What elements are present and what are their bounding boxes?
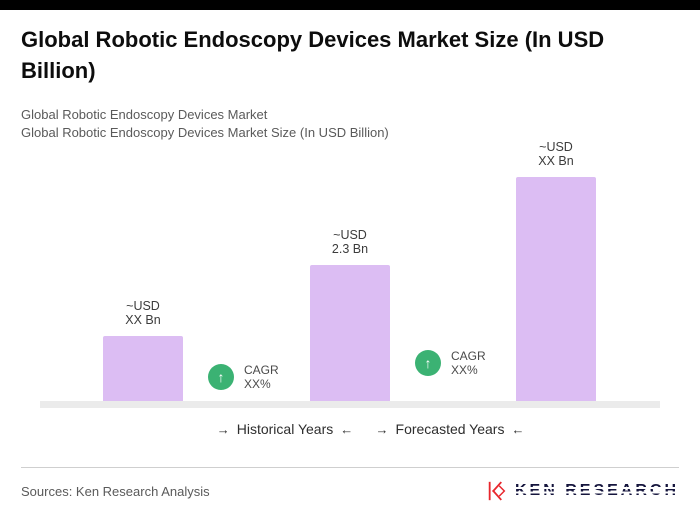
cagr-text-line1: CAGR: [244, 363, 279, 378]
bar-value-line2: XX Bn: [538, 154, 574, 169]
x-axis-annotations: → Historical Years ← → Forecasted Years …: [21, 421, 679, 443]
axis-label-text: Forecasted Years: [395, 421, 505, 438]
growth-up-arrow-icon: ↑: [208, 364, 234, 391]
ken-research-logo-icon: [488, 481, 506, 502]
axis-label-text: Historical Years: [236, 421, 334, 438]
right-arrow-icon: →: [375, 421, 389, 437]
cagr-text-line1: CAGR: [451, 349, 486, 364]
sources-text: Sources: Ken Research Analysis: [21, 483, 210, 499]
page-title: Global Robotic Endoscopy Devices Market …: [21, 27, 605, 84]
bar-historical: [103, 336, 183, 402]
ken-research-logo: KEN RESEARCH: [486, 480, 680, 502]
top-black-bar: [0, 0, 700, 10]
bar-value-line1: ~USD: [126, 299, 160, 314]
cagr-label: CAGR XX%: [244, 363, 279, 391]
report-page: Global Robotic Endoscopy Devices Market …: [0, 24, 700, 443]
bar-group-base-year: ~USD 2.3 Bn: [310, 228, 390, 402]
axis-label-forecasted-years: → Forecasted Years ←: [376, 421, 525, 437]
bar-base-year: [310, 265, 390, 402]
ken-research-logo-text: KEN RESEARCH: [514, 482, 680, 500]
bar-value-line1: ~USD: [539, 140, 573, 155]
bar-group-forecast: ~USD XX Bn: [516, 140, 596, 402]
up-arrow-glyph: ↑: [424, 355, 432, 372]
growth-up-arrow-icon: ↑: [415, 350, 441, 377]
cagr-text-line2: XX%: [451, 363, 478, 378]
footer-divider: [21, 467, 679, 469]
bar-value-line2: XX Bn: [125, 313, 161, 328]
bar-value-line1: ~USD: [333, 228, 367, 243]
up-arrow-glyph: ↑: [217, 369, 225, 386]
cagr-text-line2: XX%: [244, 377, 271, 392]
chart-baseline: [40, 401, 660, 409]
cagr-badge-historical: ↑ CAGR XX%: [208, 363, 279, 391]
left-arrow-icon: ←: [511, 421, 525, 437]
right-arrow-icon: →: [216, 421, 230, 437]
left-arrow-icon: ←: [340, 421, 354, 437]
cagr-label: CAGR XX%: [451, 349, 486, 377]
bar-value-line2: 2.3 Bn: [331, 242, 369, 257]
chart-subtitle-market: Global Robotic Endoscopy Devices Market: [21, 107, 268, 123]
axis-label-historical-years: → Historical Years ←: [217, 421, 354, 437]
bar-value-label-base-year: ~USD 2.3 Bn: [332, 228, 368, 256]
footer: Sources: Ken Research Analysis KEN RESEA…: [21, 480, 680, 502]
cagr-badge-forecast: ↑ CAGR XX%: [415, 349, 486, 377]
bar-chart: ~USD XX Bn ~USD 2.3 Bn ~USD XX Bn ↑: [40, 140, 660, 409]
bar-group-historical: ~USD XX Bn: [103, 299, 183, 402]
bar-forecast: [516, 177, 596, 402]
chart-subtitle-market-size: Global Robotic Endoscopy Devices Market …: [21, 125, 389, 141]
bar-value-label-forecast: ~USD XX Bn: [538, 140, 573, 168]
bar-value-label-historical: ~USD XX Bn: [125, 299, 160, 327]
